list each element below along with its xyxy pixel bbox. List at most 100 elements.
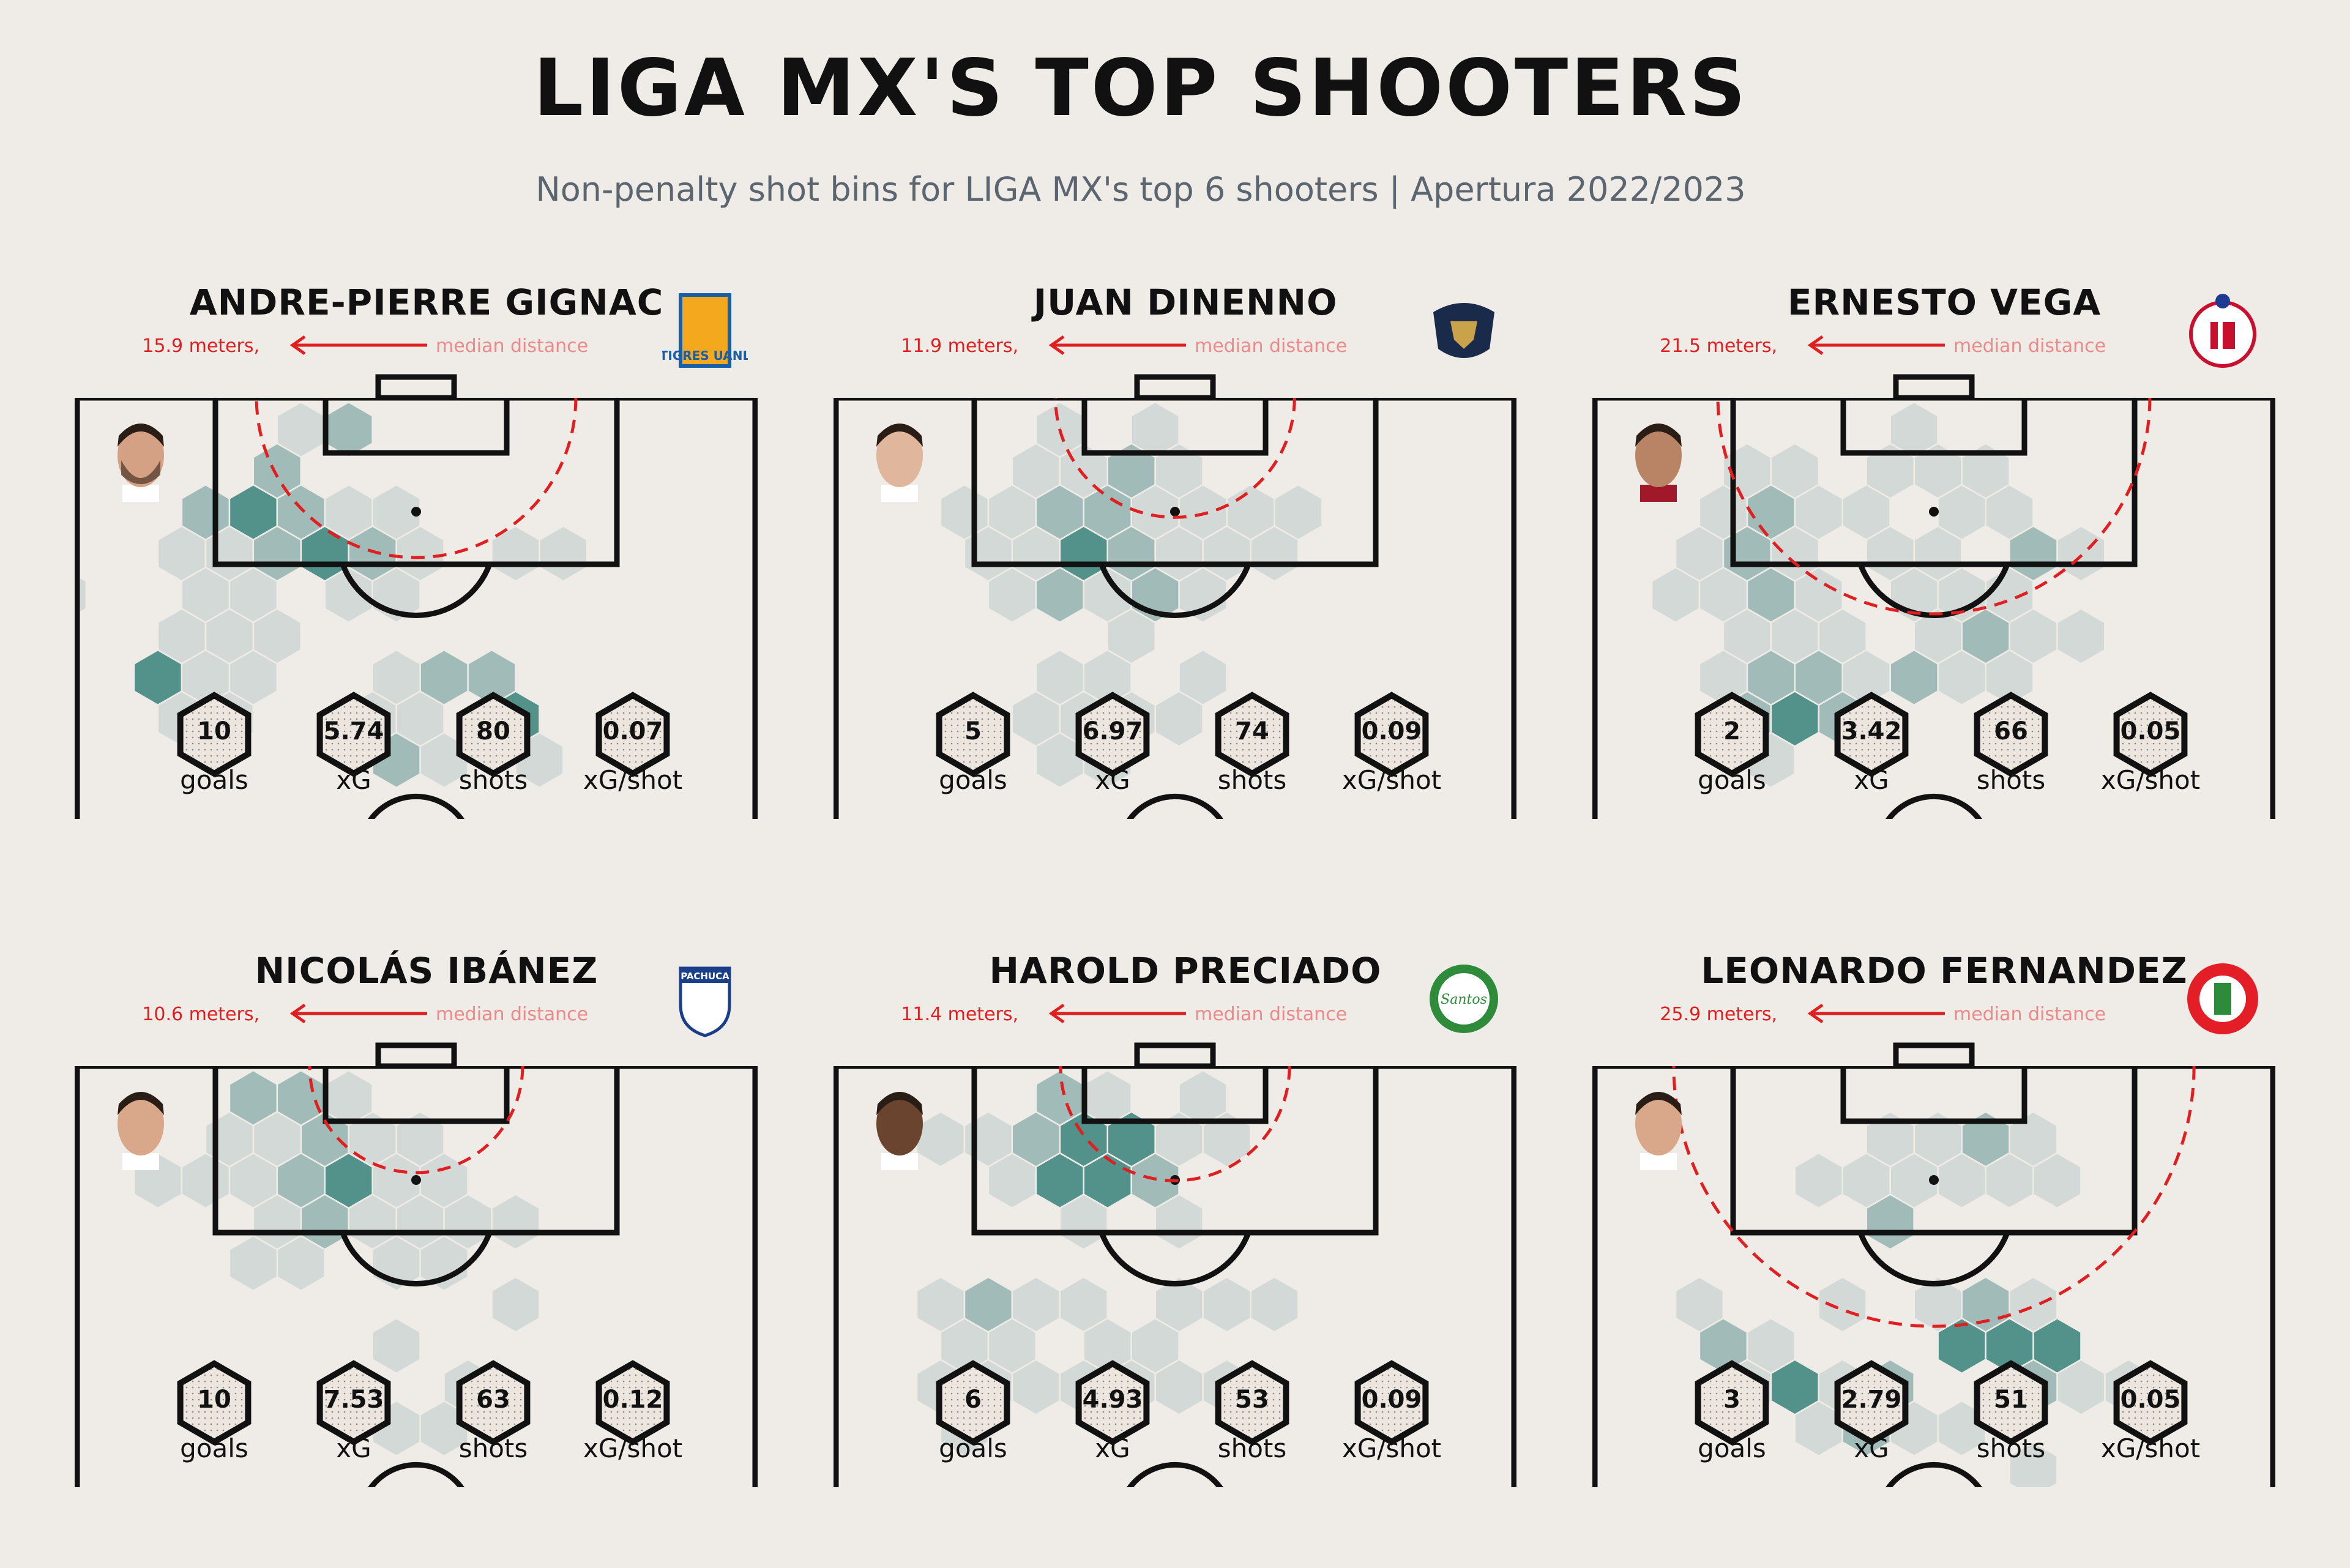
shot-hexbin	[302, 527, 348, 580]
median-distance-value: 21.5 meters,	[1660, 335, 1777, 357]
stat-label: xG/shot	[2100, 765, 2201, 795]
goal	[375, 1042, 457, 1069]
centre-circle	[1127, 1462, 1223, 1487]
shot-hexbin	[1037, 651, 1083, 704]
shot-hexbin	[1772, 610, 1818, 663]
shot-hexbin	[1084, 1154, 1131, 1208]
shot-hexbin	[1962, 1278, 2009, 1331]
shot-hexbin	[397, 1195, 444, 1249]
shot-hexbin	[1843, 651, 1890, 704]
shot-hexbin	[1108, 1113, 1155, 1166]
stat-label: goals	[1698, 1433, 1766, 1463]
shot-hexbin	[2010, 1278, 2057, 1331]
shot-hexbin	[468, 651, 515, 704]
goal	[1893, 374, 1975, 401]
shot-hexbin	[1796, 1402, 1842, 1455]
shot-hexbin	[1938, 485, 1985, 539]
median-distance-row: 15.9 meters, median distance	[75, 330, 772, 367]
shot-hexbin	[1251, 1278, 1298, 1331]
penalty-box	[971, 1066, 1379, 1236]
six-yard-box	[323, 1066, 510, 1124]
svg-text:PACHUCA: PACHUCA	[681, 971, 729, 982]
shot-hexbin	[1179, 485, 1226, 539]
penalty-arc	[1857, 563, 2010, 618]
goal	[1134, 1042, 1216, 1069]
shot-pitch	[834, 374, 1516, 819]
median-distance-arc	[1054, 398, 1296, 519]
player-photo	[118, 424, 164, 502]
club-logo-icon: PACHUCA	[679, 966, 731, 1037]
median-distance-value: 15.9 meters,	[142, 335, 259, 357]
stat-label: xG/shot	[583, 765, 683, 795]
shot-hexbin	[1938, 1319, 1985, 1373]
stat-xg: 7.53 xG	[293, 1354, 415, 1476]
stat-xg: 4.93 xG	[1051, 1354, 1174, 1476]
penalty-spot	[1929, 507, 1939, 517]
penalty-arc	[340, 563, 493, 618]
chart-subtitle: Non-penalty shot bins for LIGA MX's top …	[535, 170, 1746, 209]
shot-hexbin	[917, 1113, 964, 1166]
shot-hexbin	[1037, 485, 1083, 539]
shot-hexbin	[1037, 568, 1083, 622]
player-panel: ANDRE-PIERRE GIGNAC 15.9 meters, median di…	[75, 282, 772, 900]
stat-hexagon-icon	[595, 1360, 670, 1446]
shot-hexbin	[1962, 1113, 2009, 1166]
shot-pitch	[1592, 1042, 2275, 1487]
shot-hexbin	[1748, 651, 1794, 704]
shot-hexbin	[1037, 1071, 1083, 1125]
median-distance-label: median distance	[1953, 1004, 2106, 1025]
shot-hexbin	[135, 651, 181, 704]
stat-value: 6.97	[1082, 717, 1143, 745]
six-yard-box	[1840, 1066, 2027, 1124]
shot-hexbin	[989, 1154, 1035, 1208]
shot-hexbin	[1108, 527, 1155, 580]
shot-hexbin	[1891, 403, 1938, 457]
club-logo-icon: TIGRES UANL	[662, 293, 748, 368]
shot-hexbin	[1700, 568, 1747, 622]
median-distance-row: 11.9 meters, median distance	[834, 330, 1531, 367]
shot-hexbin	[989, 1319, 1035, 1373]
shot-hexbin	[1061, 1278, 1107, 1331]
stat-shots: 74 shots	[1191, 685, 1313, 808]
penalty-spot	[1170, 507, 1180, 517]
shot-hexbin	[1156, 1113, 1203, 1166]
shot-hexbin	[326, 568, 372, 622]
shot-hexbin	[420, 1236, 468, 1290]
player-name: ERNESTO VEGA	[1787, 282, 2102, 323]
shot-hexbin	[1037, 733, 1083, 787]
penalty-spot	[1929, 1175, 1939, 1185]
player-name: NICOLÁS IBÁNEZ	[255, 950, 599, 991]
stat-xg: 6.97 xG	[1051, 685, 1174, 808]
stat-value: 0.05	[2120, 1386, 2181, 1414]
player-panel: LEONARDO FERNANDEZ 25.9 meters, median dis…	[1592, 950, 2290, 1568]
stat-hexagon-icon	[936, 1360, 1010, 1446]
stat-value: 53	[1235, 1386, 1269, 1414]
shot-hexbin	[1700, 651, 1747, 704]
stat-label: shots	[1217, 765, 1287, 795]
shot-hexbin	[1084, 651, 1131, 704]
shot-hexbin	[230, 651, 277, 704]
shot-hexbin	[326, 485, 372, 539]
shot-hexbin	[1061, 1195, 1107, 1249]
shot-hexbin	[1796, 1154, 1842, 1208]
stat-xgshot: 0.09 xG/shot	[1330, 1354, 1453, 1476]
club-logo-icon	[1433, 303, 1494, 358]
stat-hexagon-icon	[177, 1360, 252, 1446]
median-distance-arc	[1716, 398, 2152, 616]
svg-text:Santos: Santos	[1441, 992, 1487, 1007]
shot-hexbin	[1132, 1154, 1179, 1208]
stat-label: goals	[939, 765, 1007, 795]
shot-hexbin	[1013, 1113, 1059, 1166]
shot-hexbin	[1962, 444, 2009, 498]
median-distance-value: 11.4 meters,	[901, 1004, 1018, 1025]
centre-circle	[368, 1462, 464, 1487]
shot-hexbin	[1962, 610, 2009, 663]
stat-goals: 2 goals	[1671, 685, 1793, 808]
stat-hexagon-icon	[1215, 1360, 1289, 1446]
shot-hexbin	[2034, 1154, 2081, 1208]
shot-hexbin	[1156, 692, 1203, 745]
shot-hexbin	[326, 403, 372, 457]
chart-title: LIGA MX'S TOP SHOOTERS	[533, 43, 1748, 134]
shot-hexbin	[989, 485, 1035, 539]
median-distance-arc	[1672, 1066, 2196, 1328]
